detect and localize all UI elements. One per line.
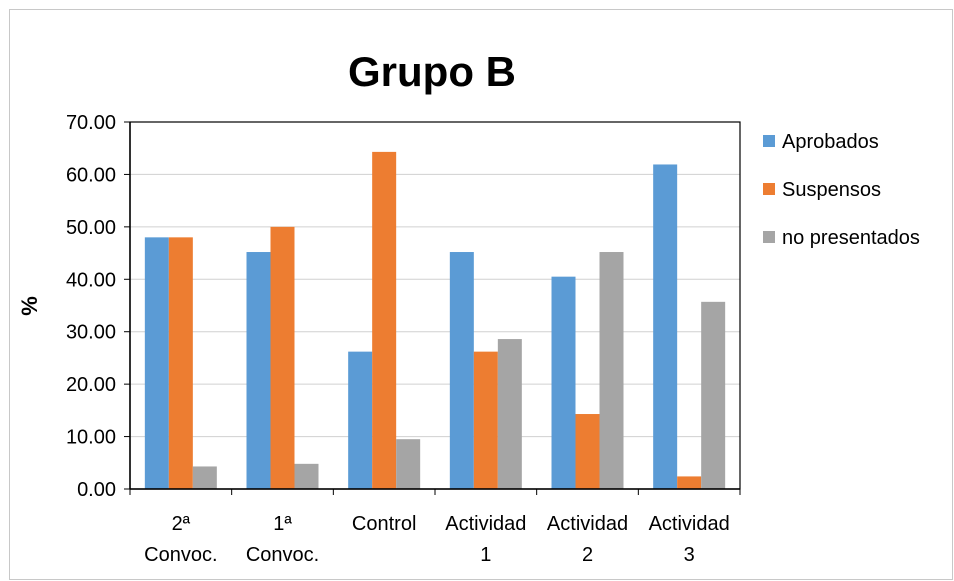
bar-suspensos [270,226,295,489]
y-axis-label: % [17,296,42,316]
bar-no-presentados [192,466,217,489]
bar-suspensos [575,414,600,489]
bar-no-presentados [396,439,421,489]
y-tick-label: 40.00 [66,269,116,291]
bar-aprobados [449,252,474,489]
bar-suspensos [473,351,498,489]
y-tick-label: 70.00 [66,112,116,134]
legend-label: no presentados [782,227,920,249]
x-tick-label: 2ª Convoc. [144,513,217,566]
x-tick-label: Control [352,513,416,535]
x-tick-label: Actividad 1 [445,513,526,566]
bar-no-presentados [294,463,319,489]
bar-no-presentados [497,339,522,489]
bar-aprobados [551,276,576,489]
bars [144,151,726,490]
bar-aprobados [144,237,169,489]
bar-suspensos [677,476,702,489]
bar-no-presentados [701,301,726,489]
legend-label: Aprobados [782,131,879,153]
y-tick-label: 10.00 [66,427,116,449]
bar-aprobados [348,351,373,489]
y-tick-labels: 0.00 10.00 20.00 30.00 40.00 50.00 60.00 70.00 [66,112,116,501]
y-tick-label: 50.00 [66,217,116,239]
plot-area-border [129,121,741,490]
legend: Aprobados Suspensos no presentados [763,131,920,249]
x-tick-label: Actividad 2 [547,513,628,566]
x-tick-label: Actividad 3 [649,513,730,566]
legend-label: Suspensos [782,179,881,201]
y-tick-label: 20.00 [66,374,116,396]
legend-swatch [763,183,775,195]
legend-swatch [763,231,775,243]
chart-title: Grupo B [348,48,516,95]
bar-suspensos [168,237,193,489]
bar-suspensos [372,151,397,490]
bar-aprobados [246,252,271,489]
x-tick-label: 1ª Convoc. [246,513,319,566]
y-tick-label: 30.00 [66,322,116,344]
y-tick-label: 60.00 [66,164,116,186]
gridlines [130,121,740,490]
y-tick-label: 0.00 [77,479,116,501]
x-tick-labels: 2ª Convoc. 1ª Convoc. Control Actividad 1 Activ… [144,513,730,566]
bar-aprobados [653,164,678,489]
bar-no-presentados [599,252,624,489]
legend-swatch [763,135,775,147]
axes [124,121,741,495]
